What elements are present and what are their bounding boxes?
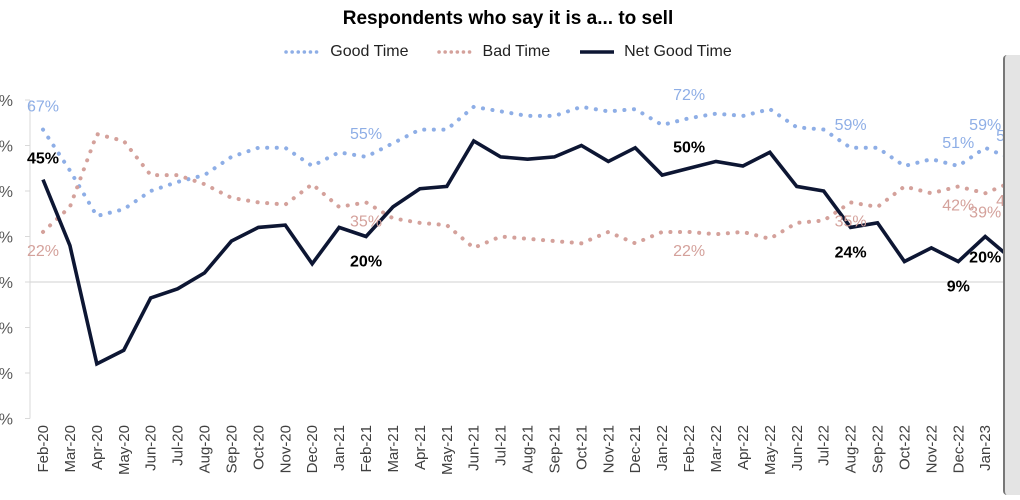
data-label: 51% <box>942 135 974 152</box>
data-label: 9% <box>947 279 970 296</box>
x-tick-label: Apr-22 <box>735 425 752 470</box>
data-label: 67% <box>27 99 59 116</box>
x-tick-label: Mar-21 <box>385 425 402 473</box>
legend-item-good-time: Good Time <box>284 43 409 61</box>
x-tick-label: Aug-20 <box>197 425 214 473</box>
legend-label: Bad Time <box>482 43 551 60</box>
data-label: 59% <box>969 117 1001 134</box>
y-tick-label: 20% <box>0 230 13 247</box>
x-tick-label: May-22 <box>762 425 779 475</box>
data-label: 35% <box>350 213 382 230</box>
x-tick-label: Feb-20 <box>35 425 52 473</box>
y-tick-label: -60% <box>0 412 13 429</box>
x-tick-label: Jan-21 <box>331 425 348 471</box>
legend-swatch-good <box>284 50 323 54</box>
x-tick-label: Feb-22 <box>681 425 698 473</box>
data-label: 35% <box>835 213 867 230</box>
x-tick-label: Oct-21 <box>573 425 590 470</box>
y-tick-label: -40% <box>0 366 13 383</box>
x-tick-label: Feb-21 <box>358 425 375 473</box>
legend: Good Time Bad Time Net Good Time <box>0 43 1016 61</box>
x-tick-label: Jul-20 <box>170 425 187 466</box>
x-tick-label: Jan-23 <box>977 425 994 471</box>
x-tick-label: Dec-21 <box>627 425 644 473</box>
chart-title: Respondents who say it is a... to sell <box>342 8 674 29</box>
data-label: 22% <box>27 243 59 260</box>
legend-label: Net Good Time <box>624 43 732 60</box>
x-tick-label: Sep-20 <box>223 425 240 473</box>
x-tick-label: Mar-22 <box>708 425 725 473</box>
x-tick-label: Dec-22 <box>950 425 967 473</box>
x-tick-label: Jun-20 <box>143 425 160 471</box>
data-label: 22% <box>673 243 705 260</box>
data-label: 72% <box>673 87 705 104</box>
x-tick-label: Aug-21 <box>520 425 537 473</box>
x-tick-label: Mar-20 <box>62 425 79 473</box>
x-tick-label: May-20 <box>116 425 133 475</box>
y-tick-label: 0% <box>0 275 13 292</box>
x-tick-label: Jan-22 <box>654 425 671 471</box>
data-label: 39% <box>969 204 1001 221</box>
x-tick-label: Jun-22 <box>789 425 806 471</box>
x-tick-label: Apr-20 <box>89 425 106 470</box>
x-tick-label: Apr-21 <box>412 425 429 470</box>
x-tick-label: Sep-22 <box>870 425 887 473</box>
x-tick-label: Nov-21 <box>600 425 617 473</box>
y-tick-label: 60% <box>0 139 13 156</box>
x-tick-label: Oct-22 <box>896 425 913 470</box>
legend-item-net-good-time: Net Good Time <box>578 43 732 61</box>
data-label: 45% <box>27 151 59 168</box>
data-label: 20% <box>350 254 382 271</box>
legend-swatch-bad <box>436 50 475 54</box>
x-tick-label: Nov-22 <box>923 425 940 473</box>
legend-item-bad-time: Bad Time <box>436 43 551 61</box>
x-tick-label: Sep-21 <box>546 425 563 473</box>
data-label: 55% <box>350 126 382 143</box>
legend-label: Good Time <box>330 43 409 60</box>
data-label: 50% <box>673 139 705 156</box>
y-tick-label: 80% <box>0 93 13 110</box>
x-tick-label: May-21 <box>439 425 456 475</box>
scroll-panel[interactable] <box>1003 55 1020 495</box>
data-label: 59% <box>835 117 867 134</box>
data-label: 42% <box>942 197 974 214</box>
x-tick-label: Dec-20 <box>304 425 321 473</box>
series-line-good-time <box>41 104 1015 219</box>
x-tick-label: Jul-22 <box>816 425 833 466</box>
data-label: 24% <box>835 244 867 261</box>
x-tick-label: Aug-22 <box>843 425 860 473</box>
x-tick-label: Jun-21 <box>466 425 483 471</box>
y-tick-label: -20% <box>0 321 13 338</box>
series-line-net-good-time <box>41 138 1014 367</box>
x-tick-label: Jul-21 <box>493 425 510 466</box>
y-tick-label: 40% <box>0 184 13 201</box>
data-label: 20% <box>969 250 1001 267</box>
x-tick-label: Nov-20 <box>277 425 294 473</box>
x-tick-label: Oct-20 <box>250 425 267 470</box>
legend-swatch-net <box>580 50 615 54</box>
series-line-bad-time <box>41 131 1015 251</box>
